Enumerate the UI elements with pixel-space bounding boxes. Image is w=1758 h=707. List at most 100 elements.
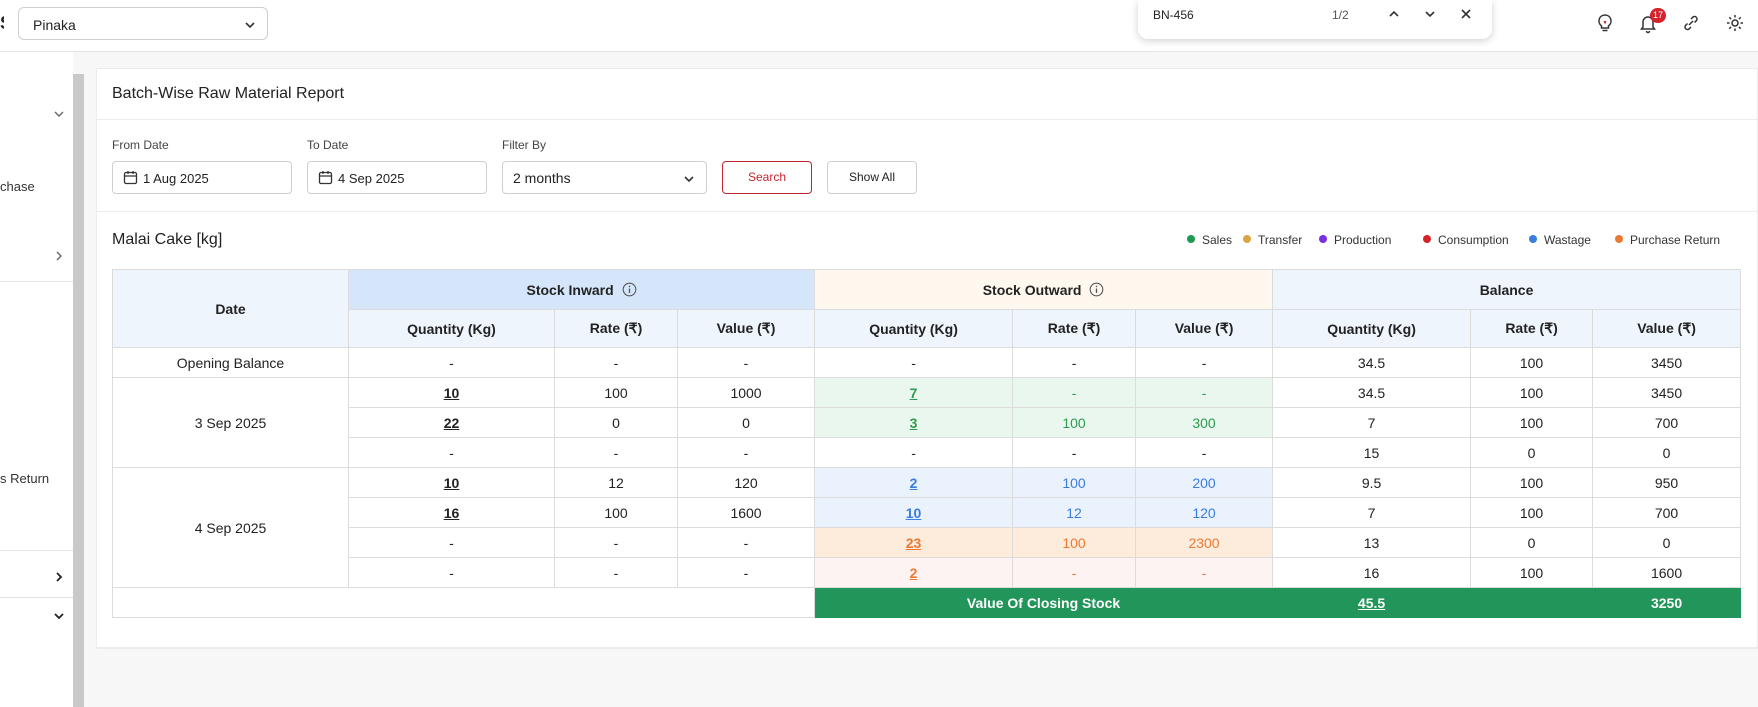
- cell-out: 100: [1012, 467, 1137, 498]
- cell-out-text: 200: [1192, 474, 1216, 491]
- cell-out-text[interactable]: 10: [905, 504, 922, 521]
- cell-out: -: [1135, 377, 1274, 408]
- closing-qty[interactable]: 45.5: [1272, 587, 1472, 618]
- close-icon[interactable]: [1458, 6, 1474, 22]
- cell-bal: 100: [1470, 407, 1594, 438]
- cell-out[interactable]: 2: [814, 557, 1014, 588]
- chevron-up-icon[interactable]: [1386, 6, 1402, 22]
- cell-bal-text: 700: [1654, 504, 1679, 521]
- link-icon[interactable]: [1680, 12, 1702, 34]
- cell-out: -: [1135, 557, 1274, 588]
- from-date-field[interactable]: 1 Aug 2025: [112, 161, 292, 194]
- filter-by-select[interactable]: 2 months: [502, 161, 707, 194]
- calendar-icon: [123, 171, 138, 185]
- chevron-right-icon[interactable]: [53, 571, 65, 583]
- legend-item: Sales: [1187, 233, 1232, 247]
- gear-icon[interactable]: [1724, 12, 1746, 34]
- sidebar-item-return[interactable]: s Return: [0, 471, 50, 486]
- bulb-icon[interactable]: [1594, 12, 1616, 34]
- cell-bal: 7: [1272, 497, 1472, 528]
- cell-in-text: -: [613, 354, 619, 371]
- legend-label: Wastage: [1544, 233, 1591, 247]
- show-all-button[interactable]: Show All: [827, 161, 917, 194]
- chevron-down-icon: [245, 22, 255, 29]
- cell-in-text: 0: [612, 414, 620, 431]
- cell-in: -: [676, 437, 816, 468]
- cell-out-text: -: [1201, 384, 1207, 401]
- table-row: 16 100 1600 10 12 120 7 100 700: [113, 497, 1742, 528]
- row-date: 3 Sep 2025: [112, 377, 349, 468]
- cell-out-text[interactable]: 2: [909, 564, 918, 581]
- notification-badge: 17: [1650, 8, 1667, 23]
- to-date-field[interactable]: 4 Sep 2025: [307, 161, 487, 194]
- cell-in-text[interactable]: 10: [443, 474, 460, 491]
- cell-bal: 3450: [1592, 377, 1742, 408]
- search-button[interactable]: Search: [722, 161, 812, 194]
- cell-in-text: -: [613, 534, 619, 551]
- cell-in-text: -: [449, 444, 454, 461]
- divider: [97, 211, 1758, 212]
- cell-bal: 34.5: [1272, 377, 1472, 408]
- header-out-value: Value (₹): [1135, 309, 1274, 348]
- cell-out-text[interactable]: 23: [905, 534, 922, 551]
- from-date-label: From Date: [112, 138, 169, 152]
- cell-out-text[interactable]: 7: [909, 384, 918, 401]
- cell-in-text: -: [743, 534, 749, 551]
- cell-bal-text: 100: [1519, 504, 1544, 521]
- cell-out[interactable]: 2: [814, 467, 1014, 498]
- chevron-down-icon[interactable]: [53, 610, 65, 622]
- sidebar-divider: [0, 281, 73, 282]
- cell-bal: 0: [1470, 437, 1594, 468]
- cell-in-text: -: [449, 354, 454, 371]
- cell-in-text: -: [743, 354, 749, 371]
- cell-bal-text: 700: [1654, 414, 1679, 431]
- cell-bal-text: 100: [1519, 564, 1544, 581]
- legend-label: Transfer: [1258, 233, 1303, 247]
- cell-out[interactable]: 10: [814, 497, 1014, 528]
- sidebar-scrollbar[interactable]: [73, 74, 84, 707]
- chevron-down-icon[interactable]: [1422, 6, 1438, 22]
- legend-label: Consumption: [1438, 233, 1509, 247]
- cell-in[interactable]: 10: [348, 377, 555, 408]
- cell-bal: 950: [1592, 467, 1742, 498]
- cell-in-text[interactable]: 16: [443, 504, 460, 521]
- header-in-value: Value (₹): [676, 309, 816, 348]
- cell-bal: 1600: [1592, 557, 1742, 588]
- info-icon[interactable]: [1089, 282, 1104, 297]
- chevron-right-icon[interactable]: [53, 250, 65, 262]
- cell-out[interactable]: 7: [814, 377, 1014, 408]
- cell-in: 1600: [676, 497, 816, 528]
- cell-in-text[interactable]: 22: [443, 414, 460, 431]
- cell-out-text[interactable]: 3: [909, 414, 918, 431]
- cell-out: 100: [1012, 527, 1137, 558]
- cell-out[interactable]: 23: [814, 527, 1014, 558]
- closing-qty-text[interactable]: 45.5: [1357, 594, 1386, 611]
- cell-in[interactable]: 16: [348, 497, 555, 528]
- cell-out-text: -: [1201, 564, 1207, 581]
- cell-in-text[interactable]: 10: [443, 384, 460, 401]
- cell-in[interactable]: 22: [348, 407, 555, 438]
- to-date-value: 4 Sep 2025: [338, 171, 405, 186]
- cell-in-text: 1600: [730, 504, 762, 521]
- report-table: Date Stock Inward Stock Outward Balance …: [111, 269, 1742, 618]
- header-stock-inward-label: Stock Inward: [526, 281, 614, 298]
- cell-bal-text: 7: [1367, 414, 1376, 431]
- cell-bal-text: 34.5: [1357, 354, 1386, 371]
- chevron-down-icon[interactable]: [53, 108, 65, 120]
- from-date-value: 1 Aug 2025: [143, 171, 209, 186]
- find-input[interactable]: BN-456: [1153, 8, 1194, 22]
- header-bal-qty: Quantity (Kg): [1272, 309, 1472, 348]
- cell-out-text[interactable]: 2: [909, 474, 918, 491]
- sidebar-item-purchase[interactable]: chase: [0, 179, 35, 194]
- cell-in[interactable]: 10: [348, 467, 555, 498]
- header-balance: Balance: [1272, 269, 1742, 310]
- closing-value: 3250: [1592, 587, 1742, 618]
- table-row: Opening Balance - - - - - - 34.5 100 3450: [112, 347, 1742, 378]
- cell-in: -: [348, 527, 555, 558]
- info-icon[interactable]: [622, 282, 637, 297]
- row-date: 4 Sep 2025: [112, 467, 349, 588]
- cell-out[interactable]: 3: [814, 407, 1014, 438]
- cell-out-text: -: [1201, 444, 1207, 461]
- company-select[interactable]: Pinaka: [18, 7, 268, 40]
- cell-bal-text: 13: [1363, 534, 1380, 551]
